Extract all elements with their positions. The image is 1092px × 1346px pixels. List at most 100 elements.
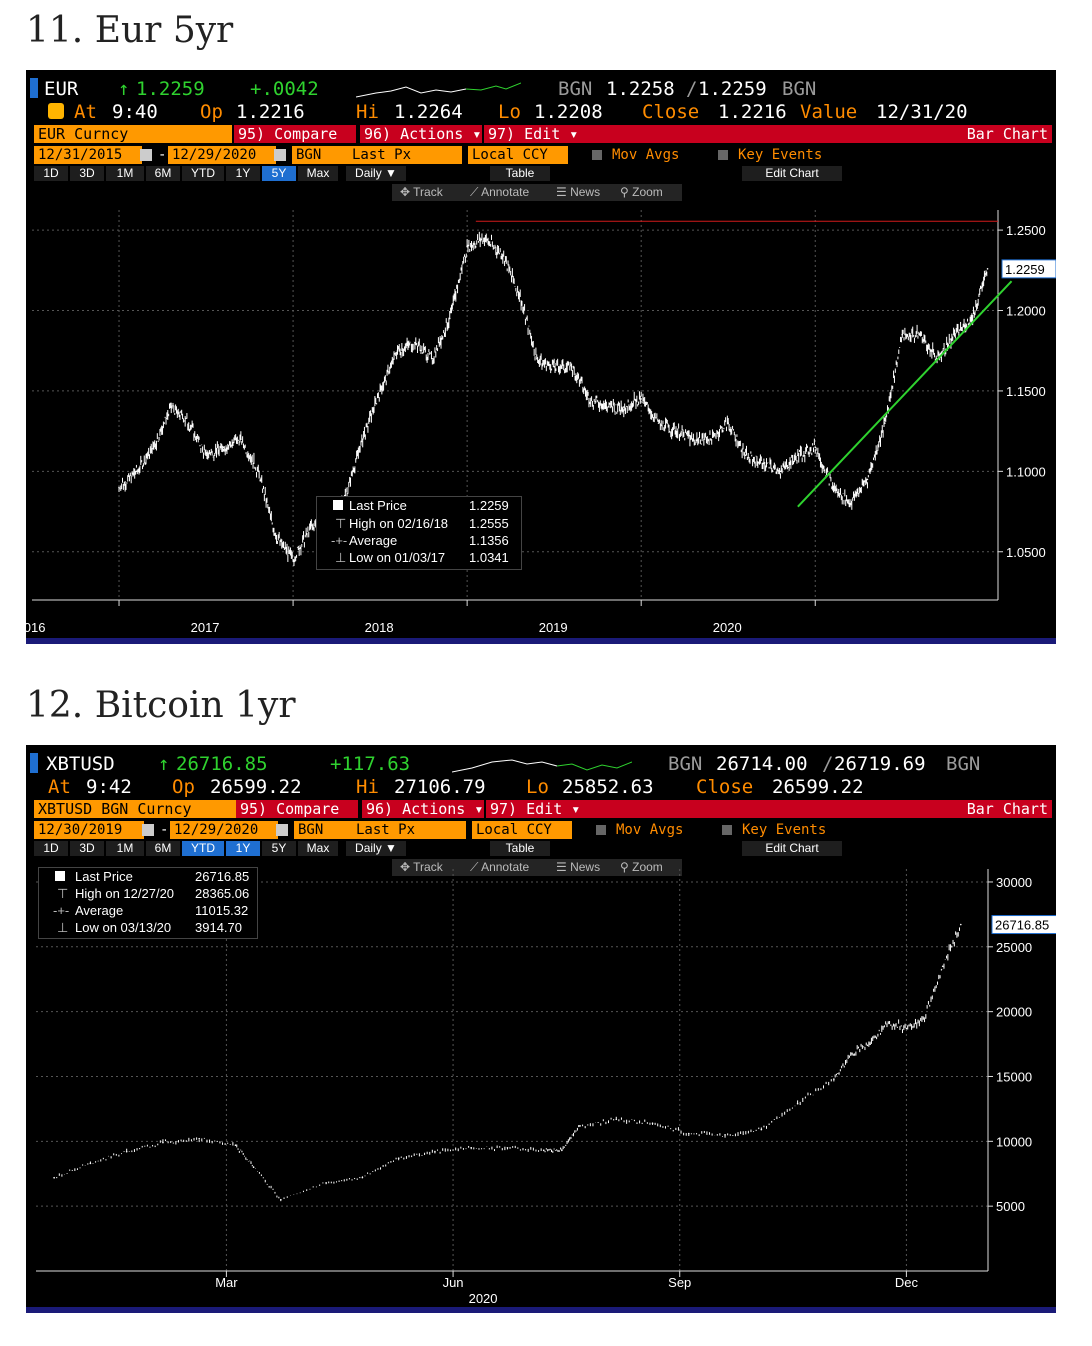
period-button-max[interactable]: Max bbox=[298, 166, 338, 181]
data-point bbox=[135, 470, 138, 473]
price-chart[interactable]: 5000 10000 15000 20000 25000 30000 Mar Jun Sep De… bbox=[26, 859, 1056, 1307]
legend-low-label: Low on 03/13/20 bbox=[75, 920, 172, 935]
period-button-ytd[interactable]: YTD bbox=[182, 841, 224, 856]
zoom-button[interactable]: ⚲ Zoom bbox=[620, 860, 663, 874]
mov-avgs-checkbox[interactable] bbox=[592, 150, 602, 160]
currency-selector[interactable]: Local CCY bbox=[468, 146, 568, 164]
date-dash: - bbox=[160, 822, 169, 838]
date-dash: - bbox=[158, 147, 167, 163]
compare-button[interactable]: 95) Compare bbox=[234, 125, 356, 143]
legend-high-label: High on 02/16/18 bbox=[349, 516, 449, 531]
security-field[interactable]: XBTUSD BGN Curncy bbox=[34, 800, 238, 818]
key-events-checkbox[interactable] bbox=[718, 150, 728, 160]
period-button-3d[interactable]: 3D bbox=[70, 166, 104, 181]
period-button-1d[interactable]: 1D bbox=[34, 166, 68, 181]
end-date-field[interactable]: 12/29/2020 bbox=[170, 821, 278, 839]
average-icon: -+- bbox=[53, 903, 70, 918]
sparkline-icon bbox=[356, 82, 521, 98]
data-point bbox=[971, 317, 973, 320]
data-point bbox=[379, 390, 381, 392]
bar-chart-label: Bar Chart bbox=[578, 125, 1052, 143]
data-point bbox=[615, 1118, 618, 1121]
data-point bbox=[814, 446, 817, 449]
field-selector[interactable]: Last Px bbox=[348, 146, 462, 164]
bid-source: BGN bbox=[558, 78, 593, 100]
period-button-1y[interactable]: 1Y bbox=[226, 166, 260, 181]
price-chart[interactable]: 1.0500 1.1000 1.1500 1.2000 1.2500 2016 2017 20… bbox=[26, 202, 1056, 638]
source-field[interactable]: BGN bbox=[294, 821, 352, 839]
legend-last-label: Last Price bbox=[349, 498, 407, 513]
data-point bbox=[53, 1176, 55, 1179]
legend-avg-label: Average bbox=[75, 903, 124, 918]
frequency-dropdown[interactable]: Daily ▼ bbox=[346, 166, 406, 181]
actions-button[interactable]: 96) Actions ▾ bbox=[362, 800, 484, 818]
table-button[interactable]: Table bbox=[490, 166, 550, 181]
low: 1.2208 bbox=[534, 101, 603, 123]
time: 9:42 bbox=[86, 776, 132, 798]
compare-button[interactable]: 95) Compare bbox=[236, 800, 358, 818]
period-button-max[interactable]: Max bbox=[298, 841, 338, 856]
period-button-1m[interactable]: 1M bbox=[106, 166, 144, 181]
currency-selector[interactable]: Local CCY bbox=[472, 821, 572, 839]
edit-chart-button[interactable]: Edit Chart bbox=[742, 166, 842, 181]
period-button-6m[interactable]: 6M bbox=[146, 841, 180, 856]
calendar-icon[interactable] bbox=[142, 824, 154, 836]
alert-icon[interactable] bbox=[48, 103, 64, 119]
mov-avgs-label[interactable]: Mov Avgs bbox=[616, 822, 684, 838]
last-price: 1.2259 bbox=[136, 78, 205, 100]
track-button[interactable]: ✥ Track bbox=[400, 860, 443, 874]
data-point bbox=[153, 446, 155, 449]
period-button-ytd[interactable]: YTD bbox=[182, 166, 224, 181]
table-button[interactable]: Table bbox=[490, 841, 550, 856]
legend-avg-value: 1.1356 bbox=[469, 533, 509, 548]
zoom-button[interactable]: ⚲ Zoom bbox=[620, 185, 663, 199]
mov-avgs-label[interactable]: Mov Avgs bbox=[612, 147, 680, 163]
key-events-label[interactable]: Key Events bbox=[738, 147, 823, 163]
data-point bbox=[744, 454, 747, 457]
ticker-marker bbox=[30, 78, 38, 98]
mov-avgs-checkbox[interactable] bbox=[596, 825, 606, 835]
y-tick-label: 30000 bbox=[996, 875, 1032, 890]
quote-header: EUR ↑ 1.2259 +.0042 BGN 1.2258 / 1.2259 … bbox=[26, 78, 1056, 100]
start-date-field[interactable]: 12/31/2015 bbox=[34, 146, 142, 164]
period-button-3d[interactable]: 3D bbox=[70, 841, 104, 856]
news-button[interactable]: ☰ News bbox=[556, 860, 601, 874]
data-point bbox=[325, 1182, 327, 1184]
legend-box: Last Price 1.2259 ⊤ High on 02/16/18 1.2… bbox=[316, 496, 522, 570]
period-button-1y[interactable]: 1Y bbox=[226, 841, 260, 856]
edit-chart-button[interactable]: Edit Chart bbox=[742, 841, 842, 856]
data-point bbox=[579, 1124, 581, 1127]
edit-button[interactable]: 97) Edit ▾ bbox=[484, 125, 582, 143]
data-point bbox=[918, 333, 921, 336]
ask-source: BGN bbox=[782, 78, 817, 100]
end-date-field[interactable]: 12/29/2020 bbox=[168, 146, 276, 164]
period-button-1m[interactable]: 1M bbox=[106, 841, 144, 856]
calendar-icon[interactable] bbox=[140, 149, 152, 161]
track-button[interactable]: ✥ Track bbox=[400, 185, 443, 199]
start-date-field[interactable]: 12/30/2019 bbox=[34, 821, 144, 839]
annotate-button[interactable]: ⟋ Annotate bbox=[470, 860, 530, 874]
period-button-6m[interactable]: 6M bbox=[146, 166, 180, 181]
calendar-icon[interactable] bbox=[274, 149, 286, 161]
source-field[interactable]: BGN bbox=[292, 146, 350, 164]
close: 1.2216 bbox=[718, 101, 787, 123]
average-icon: -+- bbox=[331, 533, 348, 548]
key-events-label[interactable]: Key Events bbox=[742, 822, 827, 838]
last-price-tag bbox=[1001, 259, 1056, 279]
legend-last-value: 26716.85 bbox=[195, 869, 250, 884]
security-field[interactable]: EUR Curncy bbox=[34, 125, 232, 143]
calendar-icon[interactable] bbox=[276, 824, 288, 836]
field-selector[interactable]: Last Px bbox=[352, 821, 466, 839]
actions-button[interactable]: 96) Actions ▾ bbox=[360, 125, 482, 143]
period-button-5y[interactable]: 5Y bbox=[262, 166, 296, 181]
annotate-button[interactable]: ⟋ Annotate bbox=[470, 185, 530, 199]
period-button-1d[interactable]: 1D bbox=[34, 841, 68, 856]
news-button[interactable]: ☰ News bbox=[556, 185, 601, 199]
period-button-5y[interactable]: 5Y bbox=[262, 841, 296, 856]
legend-avg-label: Average bbox=[349, 533, 398, 548]
y-tick-label: 10000 bbox=[996, 1134, 1032, 1149]
frequency-dropdown[interactable]: Daily ▼ bbox=[346, 841, 406, 856]
edit-button[interactable]: 97) Edit ▾ bbox=[486, 800, 584, 818]
key-events-checkbox[interactable] bbox=[722, 825, 732, 835]
net-change: +117.63 bbox=[330, 753, 411, 775]
